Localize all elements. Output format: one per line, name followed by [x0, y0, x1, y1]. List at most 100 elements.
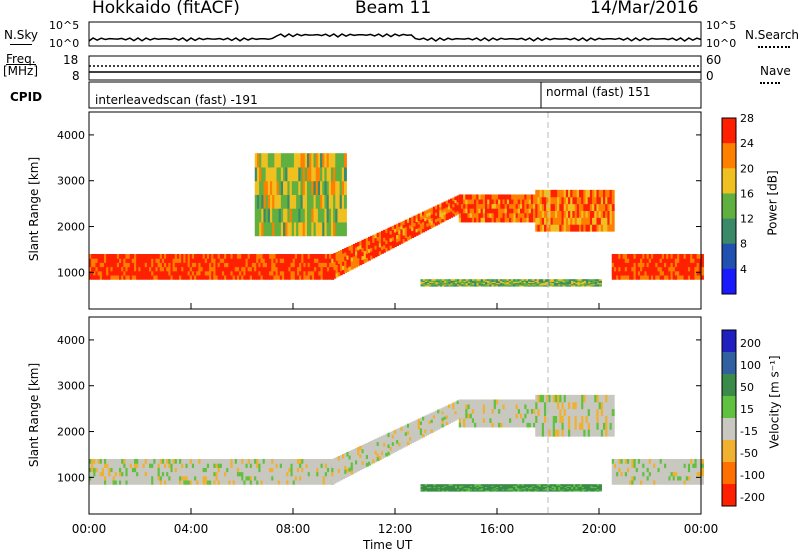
heatmap-cell	[502, 199, 506, 205]
heatmap-cell	[510, 281, 514, 284]
heatmap-cell	[445, 411, 449, 416]
heatmap-cell	[573, 488, 577, 491]
heatmap-cell	[114, 480, 118, 485]
heatmap-cell	[224, 463, 227, 468]
heatmap-cell	[474, 217, 477, 223]
heatmap-cell	[241, 275, 245, 280]
heatmap-cell	[534, 281, 538, 284]
heatmap-cell	[560, 488, 564, 491]
heatmap-cell	[290, 266, 294, 272]
heatmap-cell	[273, 258, 277, 263]
heatmap-cell	[420, 284, 424, 287]
heatmap-cell	[530, 484, 534, 486]
heatmap-cell	[498, 199, 502, 205]
heatmap-cell	[517, 417, 521, 423]
heatmap-cell	[506, 399, 510, 405]
heatmap-cell	[472, 280, 476, 283]
heatmap-cell	[304, 153, 308, 168]
heatmap-cell	[383, 453, 387, 458]
heatmap-cell	[179, 266, 182, 272]
heatmap-cell	[694, 467, 698, 473]
heatmap-cell	[326, 258, 330, 263]
heatmap-cell	[430, 217, 434, 222]
heatmap-cell	[592, 196, 596, 205]
heatmap-cell	[457, 284, 460, 287]
heatmap-cell	[245, 270, 249, 276]
heatmap-cell	[104, 258, 107, 263]
heatmap-cell	[365, 249, 369, 254]
heatmap-cell	[537, 415, 541, 423]
heatmap-cell	[533, 408, 536, 414]
heatmap-cell	[333, 478, 337, 484]
heatmap-cell	[460, 417, 464, 423]
heatmap-cell	[622, 467, 626, 473]
heatmap-cell	[328, 194, 332, 209]
heatmap-cell	[482, 203, 486, 209]
heatmap-cell	[293, 180, 297, 195]
heatmap-cell	[121, 463, 125, 468]
heatmap-cell	[309, 463, 313, 468]
heatmap-cell	[428, 420, 432, 425]
heatmap-cell	[476, 422, 480, 428]
heatmap-cell	[480, 417, 484, 423]
heatmap-cell	[459, 281, 463, 284]
heatmap-cell	[562, 488, 566, 491]
heatmap-cell	[236, 459, 240, 464]
heatmap-cell	[191, 467, 195, 473]
heatmap-cell	[485, 488, 488, 491]
heatmap-cell	[247, 471, 251, 477]
heatmap-cell	[151, 463, 155, 468]
heatmap-cell	[504, 485, 508, 488]
heatmap-cell	[209, 266, 212, 272]
heatmap-cell	[89, 254, 92, 259]
heatmap-cell	[454, 413, 458, 418]
heatmap-cell	[337, 194, 341, 209]
heatmap-cell	[183, 463, 187, 468]
heatmap-cell	[164, 467, 167, 473]
heatmap-cell	[101, 266, 105, 272]
heatmap-cell	[583, 189, 587, 198]
heatmap-cell	[644, 254, 648, 259]
heatmap-cell	[213, 275, 217, 280]
heatmap-cell	[454, 489, 458, 492]
heatmap-cell	[583, 284, 587, 287]
heatmap-cell	[447, 212, 451, 216]
heatmap-cell	[581, 203, 585, 211]
heatmap-cell	[280, 153, 284, 168]
heatmap-cell	[391, 244, 395, 249]
heatmap-cell	[525, 283, 529, 286]
heatmap-cell	[228, 270, 232, 276]
heatmap-cell	[467, 280, 471, 283]
heatmap-cell	[348, 262, 352, 267]
heatmap-cell	[219, 254, 223, 259]
heatmap-cell	[114, 471, 118, 477]
heatmap-cell	[189, 266, 193, 272]
heatmap-cell	[694, 471, 698, 477]
heatmap-cell	[493, 199, 497, 205]
heatmap-cell	[685, 258, 689, 263]
heatmap-cell	[151, 467, 155, 473]
heatmap-cell	[690, 266, 694, 272]
heatmap-cell	[487, 208, 491, 214]
heatmap-cell	[196, 254, 200, 259]
heatmap-cell	[648, 266, 652, 272]
heatmap-cell	[277, 270, 281, 276]
heatmap-cell	[504, 280, 508, 283]
heatmap-cell	[342, 253, 345, 258]
heatmap-cell	[313, 194, 317, 209]
heatmap-cell	[552, 224, 556, 232]
heatmap-cell	[185, 270, 189, 276]
heatmap-cell	[426, 427, 430, 432]
heatmap-cell	[232, 266, 236, 272]
heatmap-cell	[578, 210, 582, 218]
heatmap-cell	[383, 240, 387, 246]
heatmap-cell	[605, 429, 609, 437]
heatmap-cell	[650, 475, 654, 481]
colorbar-tick-label: 16	[740, 187, 754, 200]
heatmap-cell	[149, 480, 152, 485]
heatmap-cell	[637, 258, 641, 263]
heatmap-cell	[298, 153, 302, 168]
heatmap-cell	[672, 266, 676, 272]
heatmap-cell	[406, 430, 410, 435]
heatmap-cell	[465, 417, 469, 423]
